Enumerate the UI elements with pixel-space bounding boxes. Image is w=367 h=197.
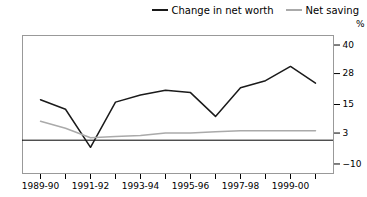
svg-text:%: % [356, 19, 365, 29]
svg-text:15: 15 [343, 99, 354, 109]
svg-text:1989-90: 1989-90 [22, 181, 60, 191]
svg-text:1995-96: 1995-96 [172, 181, 210, 191]
svg-text:1997-98: 1997-98 [222, 181, 260, 191]
html-text:Change in net worth: Change in net worth [171, 4, 274, 16]
svg-text:28: 28 [343, 68, 355, 78]
svg-text:1999-00: 1999-00 [272, 181, 310, 191]
svg-text:1993-94: 1993-94 [122, 181, 160, 191]
svg-text:3: 3 [343, 128, 349, 138]
svg-text:40: 40 [343, 40, 355, 50]
html-text:Net saving: Net saving [305, 4, 359, 16]
svg-text:−10: −10 [343, 159, 362, 169]
svg-text:1991-92: 1991-92 [72, 181, 110, 191]
